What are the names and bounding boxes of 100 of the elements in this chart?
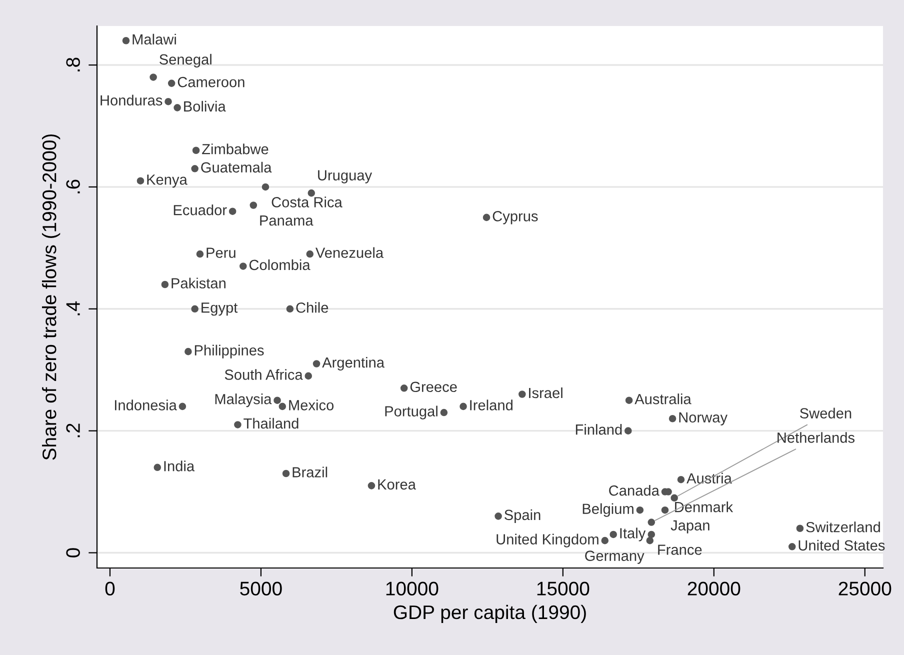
point (184, 348, 192, 356)
x-tick-label: 0 (105, 582, 115, 596)
point (661, 506, 669, 514)
annotation: Canada (609, 484, 660, 496)
annotation: India (164, 460, 195, 472)
annotation: France (658, 544, 702, 555)
annotation: Italy (620, 528, 646, 542)
annotation: Argentina (322, 356, 385, 371)
point (234, 421, 242, 428)
point (122, 36, 130, 44)
point (306, 250, 314, 258)
point (668, 414, 676, 422)
point (494, 512, 502, 520)
point (250, 202, 258, 209)
annotation: United Kingdom (496, 534, 598, 548)
point (312, 360, 320, 368)
y-tick-label: .8 (66, 58, 80, 72)
annotation: United States (798, 540, 885, 551)
annotation: Mexico (289, 400, 334, 410)
annotation: Senegal (160, 54, 212, 68)
annotation: Australia (634, 394, 692, 404)
point (136, 177, 144, 184)
y-tick-label: .2 (66, 424, 80, 438)
point (278, 402, 286, 410)
annotation: Korea (378, 479, 416, 490)
point (191, 165, 198, 172)
x-tick-label: 20000 (688, 582, 740, 596)
point (440, 408, 448, 416)
y-tick-label: 0 (66, 548, 80, 558)
annotation: Finland (576, 424, 622, 435)
annotation: Norway (679, 412, 728, 426)
x-axis-title: GDP per capita (1990) (394, 604, 586, 623)
point (282, 470, 290, 478)
annotation: Egypt (202, 302, 238, 316)
annotation: Cyprus (492, 211, 538, 224)
point (788, 543, 796, 550)
annotation: Cameroon (178, 76, 244, 88)
x-tick-label: 25000 (838, 582, 892, 596)
point (460, 402, 467, 410)
annotation: Austria (686, 472, 732, 484)
x-tick-label: 5000 (240, 582, 282, 596)
annotation: Israel (529, 387, 562, 398)
annotation: Germany (585, 550, 644, 564)
point (240, 262, 247, 270)
point (228, 208, 236, 215)
point (174, 104, 181, 112)
point (796, 524, 804, 532)
annotation: Belgium (582, 503, 634, 517)
point (154, 464, 162, 472)
annotation: Uruguay (318, 170, 372, 184)
point (670, 494, 678, 502)
point (601, 536, 609, 544)
point (178, 402, 186, 410)
annotation: Netherlands (778, 432, 855, 443)
annotation: Panama (260, 216, 314, 226)
annotation: Greece (410, 382, 457, 392)
annotation: Japan (670, 520, 710, 534)
point (482, 214, 490, 222)
point (191, 305, 198, 313)
annotation: Venezuela (316, 247, 384, 258)
point (304, 372, 312, 380)
annotation: Spain (504, 509, 540, 523)
point (368, 482, 376, 490)
annotation: Malaysia (215, 394, 272, 408)
point (192, 146, 200, 154)
y-tick-label: .4 (66, 301, 80, 316)
point (274, 396, 281, 404)
annotation: Peru (206, 248, 236, 258)
point (308, 189, 316, 197)
annotation: Malawi (132, 34, 176, 45)
annotation: Denmark (675, 502, 734, 512)
annotation: Portugal (385, 406, 438, 420)
annotation: Colombia (249, 259, 310, 270)
annotation: Sweden (800, 408, 852, 418)
point (150, 74, 157, 81)
point (518, 390, 526, 398)
annotation: Brazil (292, 466, 328, 478)
point (648, 530, 656, 538)
annotation: Costa Rica (272, 196, 342, 208)
annotation: Honduras (100, 94, 162, 106)
point (677, 476, 685, 484)
annotation: Guatemala (201, 162, 272, 173)
point (161, 280, 169, 288)
point (262, 183, 270, 191)
annotation: Ecuador (174, 204, 227, 216)
point (625, 396, 633, 404)
point (400, 384, 408, 392)
y-axis-title: Share of zero trade flows (1990-2000) (42, 134, 60, 460)
annotation: Zimbabwe (202, 144, 268, 154)
point (164, 98, 172, 106)
point (646, 536, 654, 544)
annotation: Switzerland (806, 522, 880, 532)
annotation: Chile (296, 302, 328, 313)
point (286, 305, 294, 313)
annotation: Thailand (244, 418, 298, 429)
annotation: Bolivia (184, 100, 226, 112)
point (196, 250, 204, 258)
point (648, 518, 656, 526)
annotation: Pakistan (172, 278, 226, 288)
point (168, 80, 176, 87)
